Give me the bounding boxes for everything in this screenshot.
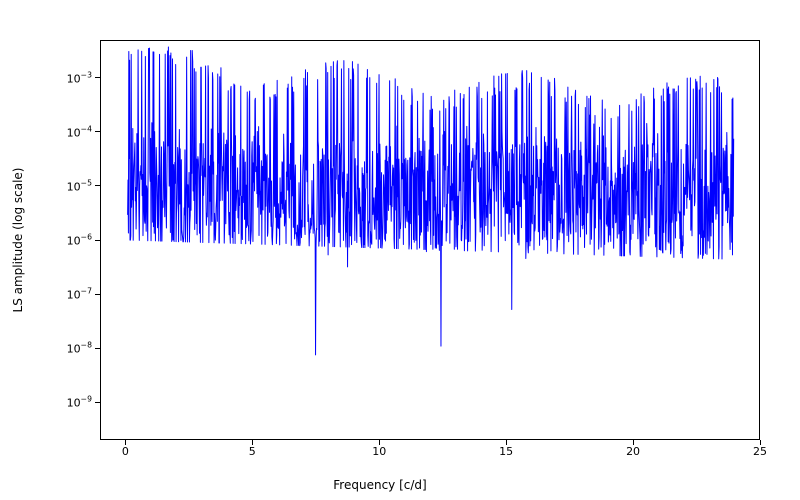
y-tick-label: 10−8: [67, 341, 92, 356]
y-tick-label: 10−5: [67, 179, 92, 194]
y-axis-label: LS amplitude (log scale): [11, 168, 25, 313]
y-tick-mark: [95, 402, 100, 403]
y-tick-label: 10−4: [67, 125, 92, 140]
x-tick-label: 20: [626, 445, 640, 458]
x-tick-label: 0: [122, 445, 129, 458]
x-tick-label: 15: [499, 445, 513, 458]
y-tick-label: 10−9: [67, 395, 92, 410]
periodogram-trace: [101, 41, 759, 439]
plot-area: [100, 40, 760, 440]
x-tick-label: 25: [753, 445, 767, 458]
y-tick-label: 10−6: [67, 233, 92, 248]
y-tick-mark: [95, 348, 100, 349]
y-tick-label: 10−3: [67, 71, 92, 86]
x-tick-label: 5: [249, 445, 256, 458]
y-tick-label: 10−7: [67, 287, 92, 302]
y-tick-mark: [95, 131, 100, 132]
chart-container: [100, 40, 760, 440]
y-tick-mark: [95, 240, 100, 241]
x-tick-label: 10: [372, 445, 386, 458]
y-tick-mark: [95, 77, 100, 78]
y-tick-mark: [95, 294, 100, 295]
y-tick-mark: [95, 185, 100, 186]
x-axis-label: Frequency [c/d]: [333, 478, 426, 492]
